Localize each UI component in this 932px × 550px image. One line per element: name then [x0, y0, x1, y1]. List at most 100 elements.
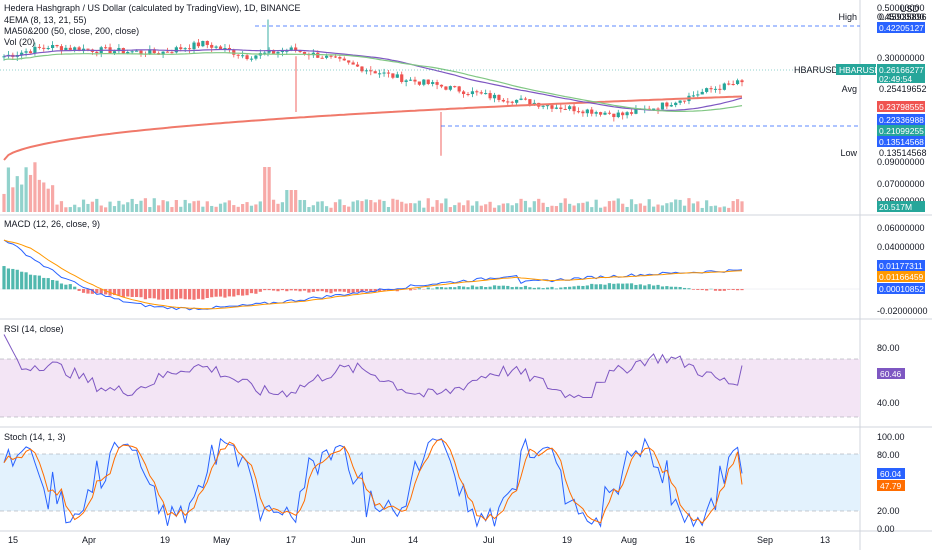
volume-bar: [559, 202, 563, 212]
volume-bars: [2, 162, 744, 212]
chart-title: Hedera Hashgraph / US Dollar (calculated…: [4, 3, 300, 13]
macd-bar: [320, 289, 324, 292]
candle-body: [713, 88, 718, 90]
macd-bar: [77, 289, 81, 291]
volume-bar: [360, 201, 364, 212]
macd-bar: [55, 280, 59, 290]
macd-bar: [302, 289, 307, 291]
macd-bar: [718, 289, 722, 291]
candle-body: [413, 79, 417, 82]
indicator-ema-label: 4EMA (8, 13, 21, 55): [4, 15, 87, 25]
volume-bar: [391, 198, 395, 212]
volume-bar: [302, 200, 307, 212]
candle-body: [183, 48, 187, 50]
macd-bar: [426, 287, 430, 290]
macd-bar: [687, 288, 691, 290]
volume-bar: [576, 203, 581, 212]
macd-bar: [183, 289, 187, 300]
volume-bar: [616, 198, 620, 212]
price-tag-value: 0.21099255: [879, 126, 924, 136]
macd-bar: [73, 286, 77, 290]
candle-body: [590, 109, 594, 114]
macd-bar: [59, 283, 64, 290]
volume-bar: [241, 204, 245, 212]
candle-body: [559, 107, 563, 109]
candle-body: [373, 71, 377, 74]
macd-bar: [179, 289, 183, 299]
macd-bar: [682, 287, 687, 290]
volume-bar: [700, 207, 704, 212]
price-tick-label: 0.09000000: [877, 157, 925, 167]
stoch-tick-label: 0.00: [877, 524, 895, 534]
candle-body: [691, 95, 695, 97]
candle-body: [152, 49, 156, 54]
volume-bar: [444, 198, 448, 212]
candle-body: [484, 93, 488, 95]
macd-bar: [121, 289, 125, 298]
candle-body: [510, 101, 514, 103]
macd-bar: [126, 289, 130, 297]
time-axis-label: 16: [685, 535, 695, 545]
macd-bar: [572, 286, 576, 290]
volume-bar: [11, 187, 15, 212]
candle-body: [572, 106, 576, 112]
macd-bar: [470, 285, 475, 290]
volume-bar: [519, 198, 523, 212]
candle-body: [42, 47, 46, 49]
candle-body: [59, 46, 64, 51]
macd-bar: [28, 274, 33, 290]
time-axis-label: 19: [562, 535, 572, 545]
macd-bar: [130, 289, 134, 298]
macd-bar: [722, 289, 726, 291]
candle-body: [545, 105, 550, 107]
candle-body: [400, 74, 404, 82]
stoch-tick-label: 100.00: [877, 432, 905, 442]
volume-bar: [652, 206, 656, 212]
candle-body: [241, 55, 245, 57]
macd-bar: [709, 288, 713, 290]
price-tick-label: 0.07000000: [877, 179, 925, 189]
candle-body: [285, 50, 289, 52]
candle-body: [705, 88, 709, 92]
candle-body: [682, 100, 687, 102]
volume-bar: [68, 207, 72, 212]
candle-body: [276, 52, 280, 54]
macd-tick-label: 0.04000000: [877, 242, 925, 252]
price-tag-label: HBARUSD: [794, 65, 839, 75]
macd-bar: [735, 289, 740, 291]
price-tag-label: High: [838, 12, 857, 22]
candle-body: [148, 49, 152, 55]
candle-body: [391, 73, 395, 78]
candle-body: [298, 50, 302, 52]
candle-body: [523, 98, 528, 100]
candle-body: [236, 54, 240, 56]
stoch-tick-label: 80.00: [877, 450, 900, 460]
macd-bar: [298, 289, 302, 292]
volume-bar: [426, 198, 430, 212]
volume-bar: [329, 207, 333, 212]
volume-bar: [590, 207, 594, 212]
candle-body: [254, 55, 258, 59]
macd-bar: [218, 289, 223, 297]
candle-body: [342, 58, 346, 61]
candle-body: [218, 46, 223, 50]
macd-bar: [161, 289, 165, 300]
rsi-tag-value: 60.46: [880, 369, 902, 379]
macd-line: [3, 239, 743, 311]
currency-label: USD: [900, 4, 920, 14]
macd-bar: [537, 287, 541, 290]
macd-bar: [590, 283, 594, 290]
candle-body: [267, 49, 271, 53]
candle-body: [338, 57, 342, 59]
macd-bar: [99, 289, 103, 294]
macd-bar: [652, 285, 656, 290]
candle-body: [656, 108, 660, 110]
candle-body: [280, 51, 285, 53]
time-axis-label: Apr: [82, 535, 96, 545]
candle-body: [528, 99, 532, 105]
macd-bar: [621, 283, 625, 290]
macd-bar: [347, 289, 351, 293]
volume-bar: [192, 201, 196, 212]
candle-body: [188, 48, 192, 50]
